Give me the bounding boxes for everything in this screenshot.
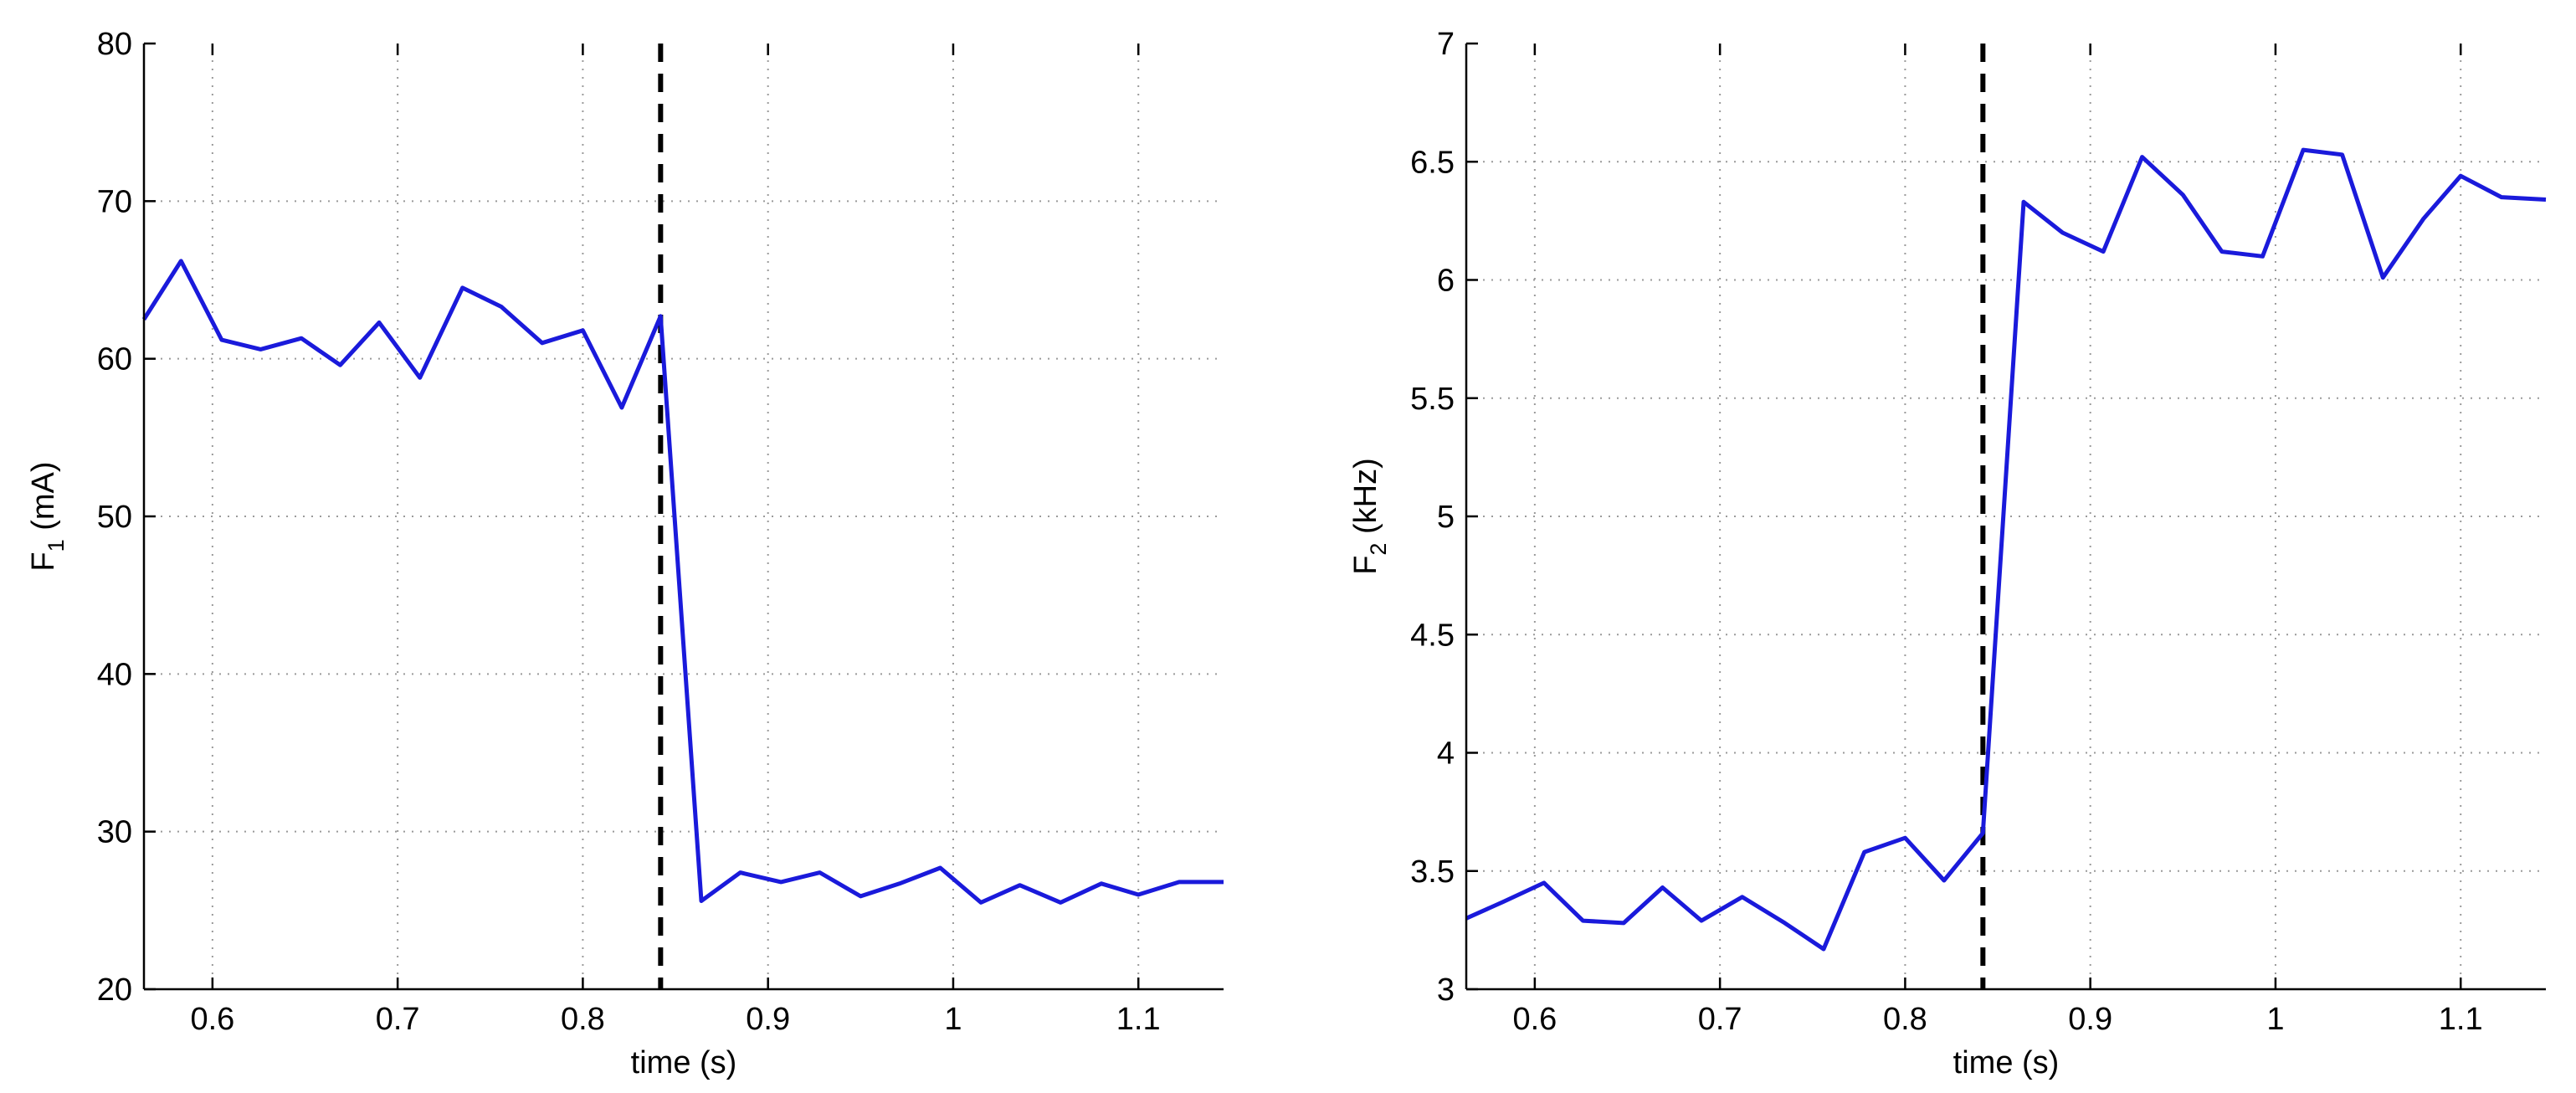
x-tick-label: 0.6	[190, 1002, 234, 1037]
x-tick-label: 0.9	[2068, 1002, 2112, 1037]
y-tick-label: 3.5	[1410, 854, 1455, 890]
y-tick-label: 80	[97, 27, 132, 62]
y-tick-label: 7	[1437, 27, 1455, 62]
series-line	[141, 259, 1224, 905]
y-tick-label: 20	[97, 972, 132, 1008]
x-tick-label: 0.9	[746, 1002, 790, 1037]
x-tick-label: 0.8	[561, 1002, 605, 1037]
x-axis-label: time (s)	[1953, 1045, 2060, 1080]
y-tick-label: 6	[1437, 264, 1455, 299]
chart-panel-f1: 0.6 0.7 0.8 0.9 1 1.1 20 30 40 50 60 70 80 time (s) F1…	[26, 27, 1224, 1080]
x-axis-label: time (s)	[631, 1045, 737, 1080]
y-tick-label: 30	[97, 815, 132, 850]
x-tick-label: 0.8	[1883, 1002, 1927, 1037]
plot-area	[144, 44, 1224, 989]
y-axis-label: F1 (mA)	[26, 461, 69, 571]
y-tick-label: 6.5	[1410, 145, 1455, 180]
y-tick-label: 3	[1437, 972, 1455, 1008]
chart-panel-f2: 0.6 0.7 0.8 0.9 1 1.1 3 3.5 4 4.5 5 5.5 6 6.5 7 time (s…	[1348, 27, 2547, 1080]
x-tick-label: 0.6	[1512, 1002, 1557, 1037]
x-tick-label: 1.1	[2439, 1002, 2483, 1037]
x-tick-label: 1	[2266, 1002, 2284, 1037]
x-tick-label: 1.1	[1116, 1002, 1161, 1037]
y-tick-label: 5.5	[1410, 382, 1455, 417]
y-tick-label: 4	[1437, 736, 1455, 772]
y-tick-label: 40	[97, 657, 132, 692]
y-axis-label: F2 (kHz)	[1348, 458, 1391, 575]
y-tick-label: 60	[97, 342, 132, 377]
y-tick-label: 50	[97, 500, 132, 535]
series-line	[1465, 147, 2547, 952]
plot-area	[1466, 44, 2546, 989]
x-tick-label: 0.7	[1698, 1002, 1742, 1037]
x-tick-label: 1	[944, 1002, 962, 1037]
y-tick-label: 70	[97, 184, 132, 219]
y-tick-label: 4.5	[1410, 618, 1455, 653]
x-tick-label: 0.7	[376, 1002, 420, 1037]
y-tick-label: 5	[1437, 500, 1455, 535]
